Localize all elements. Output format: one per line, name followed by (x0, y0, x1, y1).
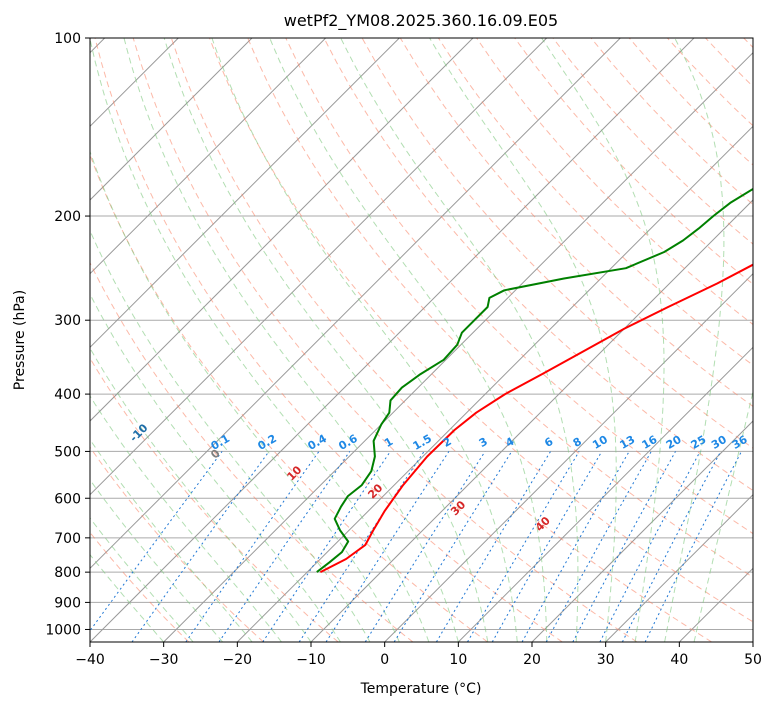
moist-adiabat-line (211, 38, 518, 642)
mixing-ratio-line (393, 451, 513, 642)
mixing-ratio-line (491, 451, 603, 642)
moist-adiabat-line (123, 38, 459, 642)
moist-adiabat-line (90, 347, 312, 642)
x-tick-label: 30 (597, 652, 615, 668)
y-tick-label: 500 (54, 444, 81, 460)
x-tick-label: 50 (744, 652, 762, 668)
isotherm-line (90, 38, 548, 496)
mixing-ratio-line (364, 451, 486, 642)
dry-adiabat-line (247, 38, 753, 578)
dry-adiabat-line (514, 38, 753, 285)
y-tick-label: 400 (54, 387, 81, 403)
dry-adiabat-line (90, 446, 264, 642)
isotherm-line (605, 493, 753, 642)
isotherm-line (90, 38, 474, 422)
moist-adiabat-line (340, 38, 579, 642)
dewpoint-profile-line (316, 187, 753, 573)
reference-lines (90, 38, 753, 642)
x-axis-title: Temperature (°C) (360, 681, 482, 697)
profile-lines (316, 187, 753, 573)
moist-adiabat-line (163, 38, 489, 642)
isotherm-line (384, 272, 753, 642)
moist-adiabat-line (90, 517, 194, 642)
isotherm-line (163, 51, 753, 642)
mixing-ratio-line (599, 451, 701, 642)
mixing-ratio-line (131, 451, 270, 642)
dry-adiabat-line (323, 38, 753, 492)
moist-adiabat-line (693, 389, 753, 642)
moist-adiabat-line (90, 38, 430, 642)
moist-adiabat-line (90, 229, 371, 642)
x-tick-label: 40 (670, 652, 688, 668)
isotherm-line (90, 38, 400, 349)
dry-adiabat-line (94, 38, 563, 642)
x-tick-label: 0 (380, 652, 389, 668)
isotherm-line (90, 38, 621, 570)
axes: −40 −30 −20 −10 0 10 20 30 40 50 1000 900 800 700 600 5… (45, 31, 762, 668)
dry-adiabat-line (285, 38, 753, 535)
dry-adiabat-line (209, 38, 753, 623)
moist-adiabat-line (90, 479, 223, 642)
moist-adiabat-line (90, 438, 253, 642)
mixing-ratio-line (521, 451, 630, 642)
x-tick-label: −10 (296, 652, 326, 668)
y-tick-label: 300 (54, 313, 81, 329)
temperature-profile-line (319, 263, 753, 573)
isotherm-line (90, 38, 695, 642)
mixing-ratio-line (572, 451, 676, 642)
x-tick-label: −30 (149, 652, 179, 668)
x-tick-label: 20 (523, 652, 541, 668)
mixing-ratio-line (467, 451, 580, 642)
moist-adiabat-line (541, 38, 665, 642)
x-tick-label: −40 (75, 652, 105, 668)
isotherm-line (90, 38, 253, 201)
y-tick-label: 200 (54, 209, 81, 225)
y-tick-label: 600 (54, 491, 81, 507)
moist-adiabat-line (429, 38, 617, 642)
y-tick-label: 1000 (45, 622, 81, 638)
moist-adiabat-line (90, 292, 341, 642)
mixing-ratio-line (435, 451, 552, 642)
plot-frame (89, 37, 754, 643)
mixing-ratio-line (325, 451, 450, 642)
dry-adiabat-line (476, 38, 753, 326)
dry-adiabat-line (90, 261, 414, 642)
mixing-ratio-line (545, 451, 652, 642)
mixing-ratio-line (90, 451, 223, 632)
y-tick-label: 800 (54, 565, 81, 581)
moist-adiabat-line (269, 38, 548, 642)
isotherm-line (457, 346, 753, 642)
moist-adiabat-line (90, 553, 165, 642)
x-tick-label: −20 (223, 652, 253, 668)
y-tick-label: 900 (54, 595, 81, 611)
isotherm-line (90, 38, 327, 275)
chart-title: wetPf2_YM08.2025.360.16.09.E05 (284, 11, 558, 31)
isotherm-line (531, 420, 753, 642)
y-axis-title: Pressure (hPa) (12, 290, 28, 390)
y-tick-label: 100 (54, 31, 81, 47)
dry-adiabat-line (170, 38, 712, 642)
mixing-ratio-line (644, 451, 742, 642)
mixing-ratio-line (621, 451, 722, 642)
isotherm-line (236, 125, 753, 642)
x-tick-label: 10 (449, 652, 467, 668)
y-tick-label: 700 (54, 531, 81, 547)
